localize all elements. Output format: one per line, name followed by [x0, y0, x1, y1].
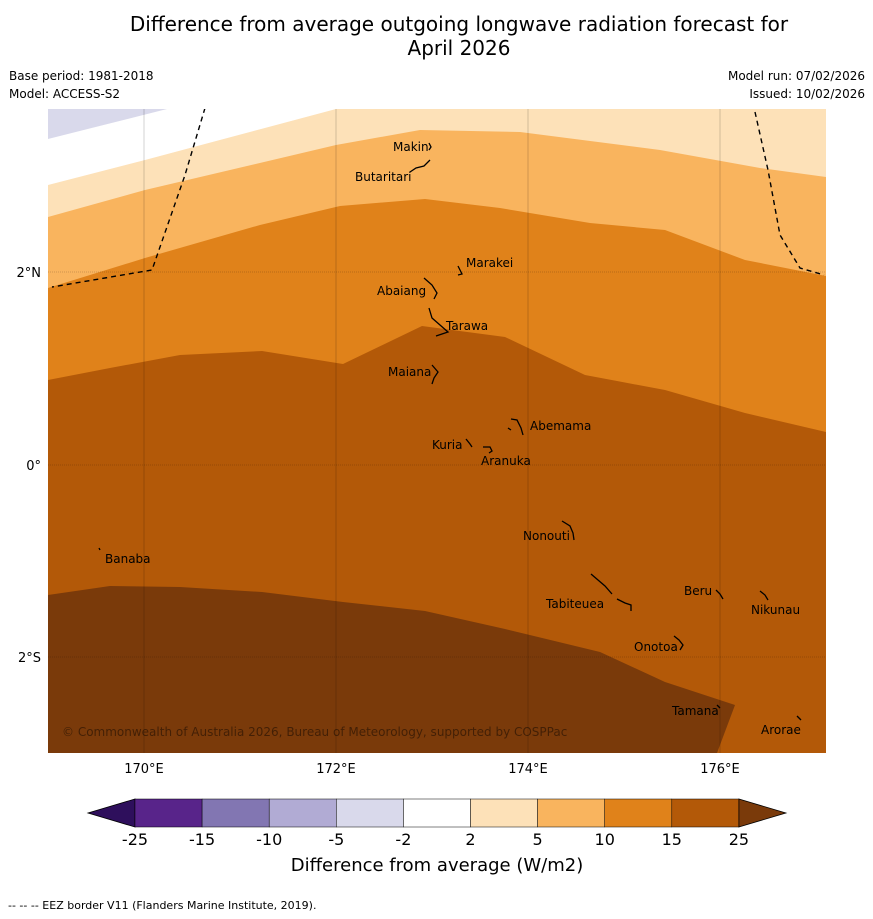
lat-label-2s: 2°S	[18, 651, 41, 666]
map-area: Makin Butaritari Marakei Abaiang Tarawa …	[48, 109, 826, 753]
colorbar-swatch	[201, 798, 270, 828]
place-label-kuria: Kuria	[432, 438, 463, 452]
map-title: Difference from average outgoing longwav…	[0, 12, 873, 60]
colorbar-tick-label: 10	[595, 830, 615, 849]
island-outlines	[98, 142, 802, 721]
lat-label-0: 0°	[26, 459, 41, 474]
eez-border	[51, 109, 825, 288]
island-banaba	[98, 547, 101, 551]
model-name-text: Model: ACCESS-S2	[9, 87, 121, 101]
colorbar-extend-high	[738, 798, 788, 828]
island-maiana	[431, 364, 439, 385]
eez-footnote: -- -- -- EEZ border V11 (Flanders Marine…	[8, 899, 317, 912]
place-label-tabiteuea: Tabiteuea	[545, 597, 604, 611]
place-label-tarawa: Tarawa	[445, 319, 488, 333]
colorbar-swatch	[268, 798, 337, 828]
graticule	[48, 109, 826, 753]
place-label-onotoa: Onotoa	[634, 640, 678, 654]
place-label-nonouti: Nonouti	[523, 529, 570, 543]
colorbar-tick-label: -2	[395, 830, 411, 849]
model-run-text: Model run: 07/02/2026	[727, 69, 865, 83]
run-info: Model run: 07/02/2026 Issued: 10/02/2026	[728, 67, 865, 103]
island-nonouti	[561, 520, 575, 541]
lon-label-170e: 170°E	[124, 762, 164, 777]
place-label-marakei: Marakei	[466, 256, 513, 270]
colorbar-swatch	[336, 798, 404, 828]
island-abemama	[507, 418, 524, 436]
island-onotoa	[673, 635, 684, 651]
place-label-nikunau: Nikunau	[751, 603, 800, 617]
colorbar-swatch	[403, 798, 471, 828]
place-label-aranuka: Aranuka	[481, 454, 531, 468]
island-marakei	[457, 265, 463, 276]
place-label-makin: Makin	[393, 140, 429, 154]
colorbar-tick-label: 5	[533, 830, 543, 849]
colorbar-title: Difference from average (W/m2)	[291, 855, 583, 876]
place-label-abaiang: Abaiang	[377, 284, 426, 298]
island-makin	[428, 142, 432, 151]
colorbar-tick-label: 15	[662, 830, 682, 849]
issued-date-text: Issued: 10/02/2026	[749, 87, 865, 101]
island-aranuka	[483, 446, 493, 454]
base-period-text: Base period: 1981-2018	[9, 69, 154, 83]
island-tabiteuea	[590, 573, 632, 611]
colorbar-tick-label: -25	[122, 830, 148, 849]
place-label-banaba: Banaba	[105, 552, 151, 566]
island-beru	[715, 589, 724, 600]
map-title-line-2: April 2026	[407, 36, 511, 60]
colorbar: -25 -15 -10 -5 -2 2 5 10 15 25	[86, 798, 788, 849]
colorbar-tick-label: -10	[256, 830, 282, 849]
colorbar-tick-label: 2	[465, 830, 475, 849]
island-butaritari	[409, 159, 431, 173]
model-info: Base period: 1981-2018 Model: ACCESS-S2	[9, 67, 154, 103]
island-nikunau	[759, 590, 769, 601]
place-label-beru: Beru	[684, 584, 712, 598]
colorbar-tick-label: 25	[729, 830, 749, 849]
colorbar-extend-low	[86, 798, 136, 828]
colorbar-swatch	[470, 798, 538, 828]
lon-label-172e: 172°E	[316, 762, 356, 777]
place-label-abemama: Abemama	[530, 419, 591, 433]
island-arorae	[796, 715, 802, 721]
place-label-tamana: Tamana	[671, 704, 719, 718]
place-label-maiana: Maiana	[388, 365, 431, 379]
island-tamana	[716, 704, 721, 709]
map-title-line-1: Difference from average outgoing longwav…	[129, 12, 789, 36]
colorbar-swatch	[134, 798, 203, 828]
copyright-notice: © Commonwealth of Australia 2026, Bureau…	[62, 725, 567, 739]
island-abaiang	[423, 277, 438, 300]
colorbar-swatch	[537, 798, 605, 828]
island-tarawa	[428, 307, 450, 337]
lat-label-2n: 2°N	[17, 266, 42, 281]
place-label-butaritari: Butaritari	[355, 170, 412, 184]
colorbar-swatch	[604, 798, 673, 828]
colorbar-swatch	[671, 798, 740, 828]
colorbar-tick-label: -5	[328, 830, 344, 849]
band-above-25	[48, 586, 735, 753]
lon-label-174e: 174°E	[508, 762, 548, 777]
band-minus5-minus2	[48, 109, 167, 139]
lon-label-176e: 176°E	[700, 762, 740, 777]
island-kuria	[465, 438, 473, 448]
colorbar-tick-label: -15	[189, 830, 215, 849]
place-label-arorae: Arorae	[761, 723, 801, 737]
